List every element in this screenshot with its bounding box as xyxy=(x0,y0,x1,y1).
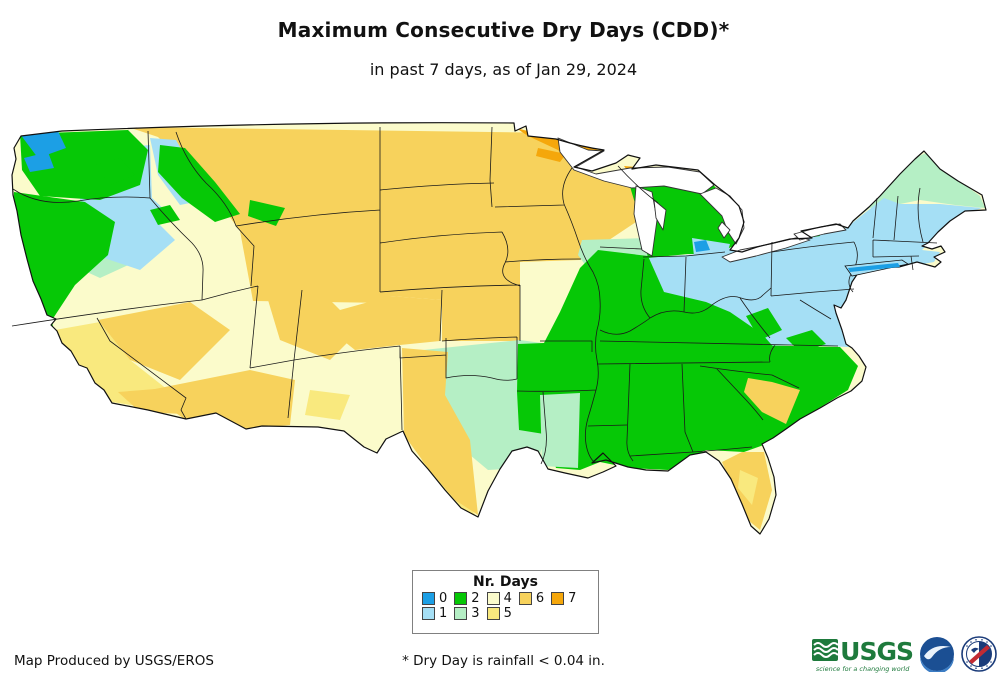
nws-logo-icon xyxy=(961,636,997,676)
footer-credit: Map Produced by USGS/EROS xyxy=(14,653,214,669)
lake-michigan xyxy=(633,185,658,257)
legend-label-0: 0 xyxy=(439,591,448,606)
legend-item-2: 2 xyxy=(454,591,480,606)
legend-item-4: 4 xyxy=(486,591,512,606)
green-bay xyxy=(653,199,667,231)
legend-row-2: 1 3 5 xyxy=(422,607,598,620)
agency-logos: USGS science for a changing world xyxy=(812,636,997,676)
usgs-tagline: science for a changing world xyxy=(815,665,910,673)
legend-row-1: 0 2 4 6 7 xyxy=(422,592,598,605)
map-legend: Nr. Days 0 2 4 6 7 1 3 5 xyxy=(412,570,599,634)
legend-swatch-2 xyxy=(454,592,468,605)
long-island xyxy=(844,259,910,277)
legend-label-5: 5 xyxy=(503,606,512,621)
map-color-regions xyxy=(12,122,986,535)
usgs-logo-text: USGS xyxy=(840,637,914,666)
legend-swatch-0 xyxy=(422,592,435,605)
page-title: Maximum Consecutive Dry Days (CDD)* xyxy=(277,18,730,42)
legend-swatch-4 xyxy=(486,592,500,605)
legend-label-2: 2 xyxy=(471,591,480,606)
usgs-wave-icon xyxy=(812,639,839,665)
state-borders xyxy=(11,126,938,465)
legend-swatch-5 xyxy=(486,607,500,620)
legend-title: Nr. Days xyxy=(473,574,538,590)
legend-swatch-3 xyxy=(454,607,468,620)
page-subtitle: in past 7 days, as of Jan 29, 2024 xyxy=(369,60,638,79)
legend-swatch-6 xyxy=(518,592,532,605)
lake-erie xyxy=(721,236,811,263)
legend-label-1: 1 xyxy=(439,606,448,621)
legend-item-6: 6 xyxy=(518,591,545,606)
legend-swatch-7 xyxy=(551,592,565,605)
legend-item-7: 7 xyxy=(551,592,576,605)
legend-item-5: 5 xyxy=(486,606,512,621)
noaa-logo-icon xyxy=(919,636,955,676)
us-outline xyxy=(11,122,987,535)
legend-label-6: 6 xyxy=(535,591,545,606)
legend-item-1: 1 xyxy=(422,607,447,620)
legend-item-3: 3 xyxy=(454,606,480,621)
legend-label-7: 7 xyxy=(568,591,577,606)
usgs-logo: USGS science for a changing world xyxy=(812,637,914,673)
saginaw-bay xyxy=(717,221,731,239)
legend-swatch-1 xyxy=(422,607,435,620)
footer-note: * Dry Day is rainfall < 0.04 in. xyxy=(402,653,605,669)
legend-label-3: 3 xyxy=(471,606,480,621)
legend-item-0: 0 xyxy=(422,592,447,605)
legend-label-4: 4 xyxy=(503,591,512,606)
